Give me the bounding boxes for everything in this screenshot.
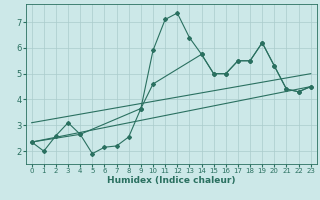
X-axis label: Humidex (Indice chaleur): Humidex (Indice chaleur) [107,176,236,185]
